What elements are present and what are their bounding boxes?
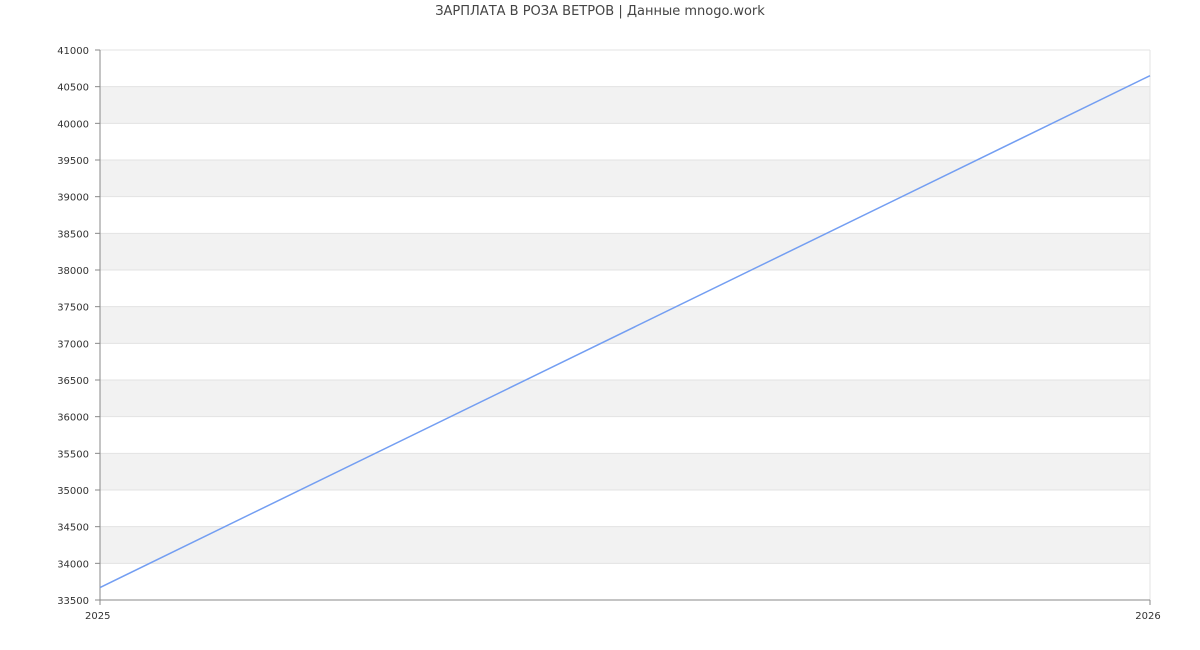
grid-band	[100, 86, 1150, 124]
y-tick-label: 33500	[57, 596, 89, 607]
chart-title: ЗАРПЛАТА В РОЗА ВЕТРОВ | Данные mnogo.wo…	[435, 4, 765, 19]
x-tick-label: 2025	[85, 611, 110, 622]
y-tick-label: 38000	[57, 266, 89, 277]
y-tick-label: 37000	[57, 339, 89, 350]
y-tick-label: 34000	[57, 559, 89, 570]
x-tick-label: 2026	[1135, 611, 1160, 622]
y-tick-label: 36500	[57, 376, 89, 387]
y-tick-label: 41000	[57, 46, 89, 57]
grid-band	[100, 160, 1150, 197]
grid-band	[100, 233, 1150, 270]
y-tick-label: 35000	[57, 486, 89, 497]
series-line	[99, 74, 1151, 589]
grid-band	[100, 453, 1150, 490]
y-tick-label: 40000	[57, 119, 89, 130]
y-tick-label: 39000	[57, 193, 89, 204]
y-tick-label: 38500	[57, 229, 89, 240]
y-tick-label: 39500	[57, 156, 89, 167]
y-tick-label: 36000	[57, 413, 89, 424]
grid-band	[100, 526, 1150, 564]
y-tick-label: 37500	[57, 303, 89, 314]
y-tick-label: 40500	[57, 83, 89, 94]
grid-band	[100, 306, 1150, 344]
y-tick-label: 35500	[57, 449, 89, 460]
y-tick-label: 34500	[57, 523, 89, 534]
grid-band	[100, 380, 1150, 417]
